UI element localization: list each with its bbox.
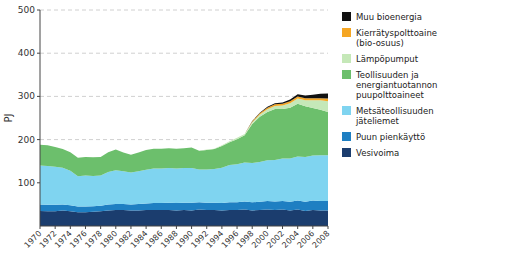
x-tick bbox=[297, 226, 298, 229]
x-tick bbox=[252, 226, 253, 229]
x-tick bbox=[282, 226, 283, 229]
y-tick-label: 100 bbox=[18, 178, 35, 188]
y-tick bbox=[37, 182, 40, 183]
legend-swatch bbox=[342, 28, 351, 37]
areas bbox=[40, 93, 328, 226]
legend: Muu bioenergia Kierrätyspolttoaine(bio-os… bbox=[342, 12, 437, 158]
x-tick bbox=[237, 226, 238, 229]
x-tick bbox=[70, 226, 71, 229]
area bbox=[40, 96, 328, 157]
y-axis-line bbox=[40, 10, 41, 226]
x-tick bbox=[55, 226, 56, 229]
x-tick bbox=[161, 226, 162, 229]
y-tick bbox=[37, 10, 40, 11]
y-tick-label: 400 bbox=[18, 48, 35, 58]
x-tick bbox=[176, 226, 177, 229]
x-tick bbox=[328, 226, 329, 229]
legend-label: Muu bioenergia bbox=[356, 12, 422, 22]
legend-label: Metsäteollisuudenjäteliemet bbox=[355, 106, 434, 126]
legend-swatch bbox=[342, 106, 351, 115]
y-tick-label: 500 bbox=[18, 5, 35, 15]
x-tick-label: 2008 bbox=[311, 229, 332, 250]
y-tick-label: 200 bbox=[18, 135, 35, 145]
chart: 1002003004005001970197219741976197819801… bbox=[0, 0, 512, 264]
x-tick bbox=[100, 226, 101, 229]
grid-line bbox=[40, 53, 328, 54]
legend-label: Vesivoima bbox=[356, 148, 399, 158]
x-tick bbox=[221, 226, 222, 229]
legend-swatch bbox=[342, 132, 351, 141]
legend-swatch bbox=[342, 148, 351, 157]
x-tick bbox=[267, 226, 268, 229]
x-tick bbox=[130, 226, 131, 229]
y-tick bbox=[37, 139, 40, 140]
grid-line bbox=[40, 96, 328, 97]
x-tick bbox=[312, 226, 313, 229]
grid bbox=[40, 10, 328, 183]
y-tick-label: 300 bbox=[18, 91, 35, 101]
legend-label: Teollisuuden jaenergia­ntuotannonpuupolt… bbox=[355, 70, 437, 100]
x-axis-line bbox=[40, 226, 328, 227]
legend-swatch bbox=[342, 12, 351, 21]
grid-line bbox=[40, 10, 328, 11]
x-tick bbox=[40, 226, 41, 229]
area bbox=[40, 99, 328, 158]
area bbox=[40, 93, 328, 157]
legend-label: Lämpöpumput bbox=[356, 54, 419, 64]
x-tick bbox=[146, 226, 147, 229]
legend-swatch bbox=[342, 70, 351, 79]
x-tick bbox=[191, 226, 192, 229]
axes: 1002003004005001970197219741976197819801… bbox=[18, 5, 332, 250]
x-tick bbox=[206, 226, 207, 229]
x-tick bbox=[115, 226, 116, 229]
legend-label: Kierrätyspolttoaine(bio-osuus) bbox=[356, 28, 437, 48]
legend-label: Puun pienkäyttö bbox=[356, 132, 425, 142]
y-tick bbox=[37, 53, 40, 54]
y-tick bbox=[37, 96, 40, 97]
area bbox=[40, 104, 328, 177]
y-axis-label: PJ bbox=[3, 114, 14, 123]
legend-swatch bbox=[342, 54, 351, 63]
x-tick bbox=[85, 226, 86, 229]
